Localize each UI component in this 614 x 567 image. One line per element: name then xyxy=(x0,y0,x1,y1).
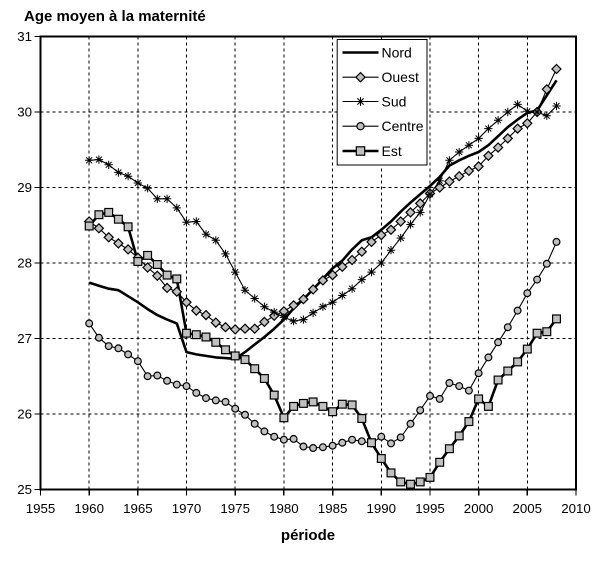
svg-text:25: 25 xyxy=(17,482,32,497)
svg-text:période: période xyxy=(281,527,335,544)
svg-text:1990: 1990 xyxy=(367,501,397,516)
svg-text:Ouest: Ouest xyxy=(382,69,419,85)
svg-text:1965: 1965 xyxy=(123,501,153,516)
svg-text:28: 28 xyxy=(17,256,32,271)
svg-text:1970: 1970 xyxy=(172,501,202,516)
svg-text:29: 29 xyxy=(17,180,32,195)
svg-text:1995: 1995 xyxy=(415,501,445,516)
svg-text:30: 30 xyxy=(17,105,32,120)
svg-text:1960: 1960 xyxy=(74,501,104,516)
svg-text:Est: Est xyxy=(382,143,402,159)
svg-text:2010: 2010 xyxy=(561,501,591,516)
svg-text:31: 31 xyxy=(17,29,32,44)
svg-text:27: 27 xyxy=(17,331,32,346)
svg-text:1980: 1980 xyxy=(269,501,299,516)
svg-text:1985: 1985 xyxy=(318,501,348,516)
svg-text:Age moyen à la maternité: Age moyen à la maternité xyxy=(24,8,206,25)
svg-text:Nord: Nord xyxy=(382,44,412,60)
svg-text:26: 26 xyxy=(17,407,32,422)
svg-text:Centre: Centre xyxy=(382,118,424,134)
svg-text:1955: 1955 xyxy=(26,501,56,516)
svg-text:2005: 2005 xyxy=(513,501,543,516)
svg-text:Sud: Sud xyxy=(382,93,407,109)
svg-text:2000: 2000 xyxy=(464,501,494,516)
svg-text:1975: 1975 xyxy=(220,501,250,516)
